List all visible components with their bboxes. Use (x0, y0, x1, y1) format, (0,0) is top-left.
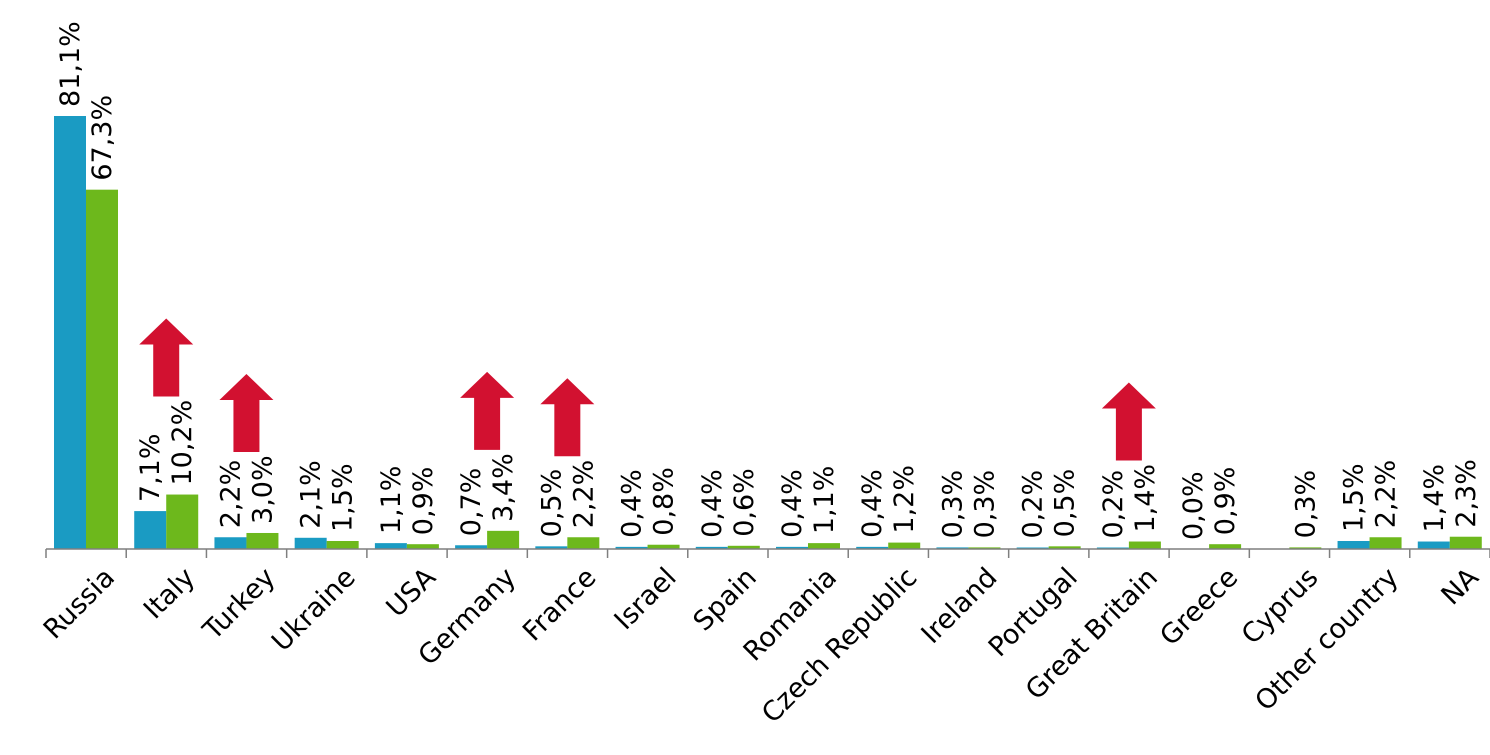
x-tick-label-spain: Spain (688, 562, 763, 637)
value-label-czech-republic-series-2: 1,2% (889, 465, 920, 534)
value-label-france-series-2: 2,2% (568, 460, 599, 529)
value-label-romania-series-2: 1,1% (809, 466, 840, 535)
bar-czech-republic-series-2 (888, 542, 921, 549)
value-label-turkey-series-2: 3,0% (247, 455, 278, 524)
value-label-ukraine-series-1: 2,1% (296, 460, 327, 529)
bar-turkey-series-2 (246, 532, 279, 549)
bar-romania-series-2 (808, 543, 840, 549)
bar-spain-series-1 (695, 546, 728, 549)
bar-na-series-2 (1449, 536, 1482, 549)
bar-greece-series-2 (1209, 544, 1242, 549)
x-axis (45, 548, 1490, 558)
bar-germany-series-1 (455, 545, 488, 549)
value-label-greece-series-1: 0,0% (1178, 471, 1209, 540)
bar-germany-series-2 (487, 530, 520, 549)
x-tick-label-israel: Israel (609, 562, 683, 636)
value-label-romania-series-1: 0,4% (777, 469, 808, 538)
annotation-arrows-group (139, 318, 1156, 461)
bar-russia-series-2 (86, 189, 118, 549)
x-tick-label-italy: Italy (138, 562, 201, 625)
value-label-spain-series-2: 0,6% (729, 468, 760, 537)
up-arrow-icon (219, 373, 274, 452)
bar-ukraine-series-2 (326, 540, 359, 549)
x-tick-label-ukraine: Ukraine (266, 562, 362, 658)
x-tick-label-usa: USA (381, 562, 443, 624)
bar-israel-series-2 (647, 544, 680, 549)
x-tick-label-greece: Greece (1154, 562, 1244, 652)
value-label-italy-series-1: 7,1% (135, 433, 166, 502)
value-label-cyprus-series-2: 0,3% (1290, 470, 1321, 539)
bar-usa-series-1 (374, 543, 407, 549)
value-label-na-series-2: 2,3% (1451, 459, 1482, 528)
value-label-portugal-series-1: 0,2% (1018, 470, 1049, 539)
value-label-germany-series-1: 0,7% (456, 468, 487, 537)
bar-israel-series-1 (615, 546, 648, 549)
value-label-spain-series-1: 0,4% (697, 469, 728, 538)
up-arrow-icon (540, 378, 595, 457)
value-label-ireland-series-1: 0,3% (937, 470, 968, 539)
x-tick-label-france: France (517, 562, 602, 647)
bar-russia-series-1 (54, 116, 86, 549)
bar-turkey-series-1 (214, 537, 247, 549)
value-labels-group: 81,1%67,3%7,1% 10,2%2,2% 3,0% 2,1% 1,5% 1,1% 0… (55, 21, 1482, 540)
bar-cyprus-series-2 (1289, 547, 1322, 549)
value-label-czech-republic-series-1: 0,4% (857, 469, 888, 538)
bar-ukraine-series-1 (294, 537, 327, 549)
bar-other-country-series-1 (1337, 540, 1370, 549)
value-label-great-britain-series-2: 1,4% (1130, 464, 1161, 533)
value-label-great-britain-series-1: 0,2% (1098, 470, 1129, 539)
bar-france-series-2 (567, 537, 600, 549)
bar-portugal-series-2 (1048, 546, 1081, 549)
bar-ireland-series-2 (968, 547, 1001, 549)
bar-usa-series-2 (406, 544, 439, 549)
value-label-na-series-1: 1,4% (1419, 464, 1450, 533)
bars-group (54, 116, 1482, 549)
up-arrow-icon (1101, 382, 1156, 461)
bar-spain-series-2 (727, 545, 760, 549)
value-label-other-country-series-2: 2,2% (1371, 460, 1402, 529)
x-tick-label-na: NA (1436, 562, 1486, 612)
value-label-ukraine-series-2: 1,5% (328, 463, 359, 532)
value-label-other-country-series-1: 1,5% (1339, 463, 1370, 532)
bar-france-series-1 (535, 546, 568, 549)
value-label-greece-series-2: 0,9% (1210, 467, 1241, 536)
value-label-usa-series-1: 1,1% (376, 466, 407, 535)
up-arrow-icon (139, 318, 194, 397)
value-label-italy-series-2: 10,2% (167, 400, 198, 486)
bar-ireland-series-1 (936, 547, 969, 549)
bar-italy-series-1 (134, 511, 167, 549)
bar-czech-republic-series-1 (856, 546, 889, 549)
bar-na-series-1 (1417, 541, 1450, 549)
x-tick-label-other-country: Other country (1249, 562, 1404, 717)
value-label-portugal-series-2: 0,5% (1050, 469, 1081, 538)
value-label-germany-series-2: 3,4% (488, 453, 519, 522)
value-label-turkey-series-1: 2,2% (215, 460, 246, 529)
value-label-israel-series-2: 0,8% (649, 467, 680, 536)
value-label-russia-series-2: 67,3% (87, 95, 118, 181)
value-label-usa-series-2: 0,9% (408, 467, 439, 536)
bar-italy-series-2 (166, 494, 199, 549)
up-arrow-icon (460, 371, 515, 450)
value-label-france-series-1: 0,5% (536, 469, 567, 538)
bar-other-country-series-2 (1369, 537, 1402, 549)
value-label-russia-series-1: 81,1% (55, 21, 86, 107)
value-label-ireland-series-2: 0,3% (969, 470, 1000, 539)
x-tick-label-russia: Russia (38, 562, 121, 645)
value-label-israel-series-1: 0,4% (617, 469, 648, 538)
bar-great-britain-series-2 (1128, 541, 1161, 549)
bar-romania-series-1 (776, 546, 808, 549)
